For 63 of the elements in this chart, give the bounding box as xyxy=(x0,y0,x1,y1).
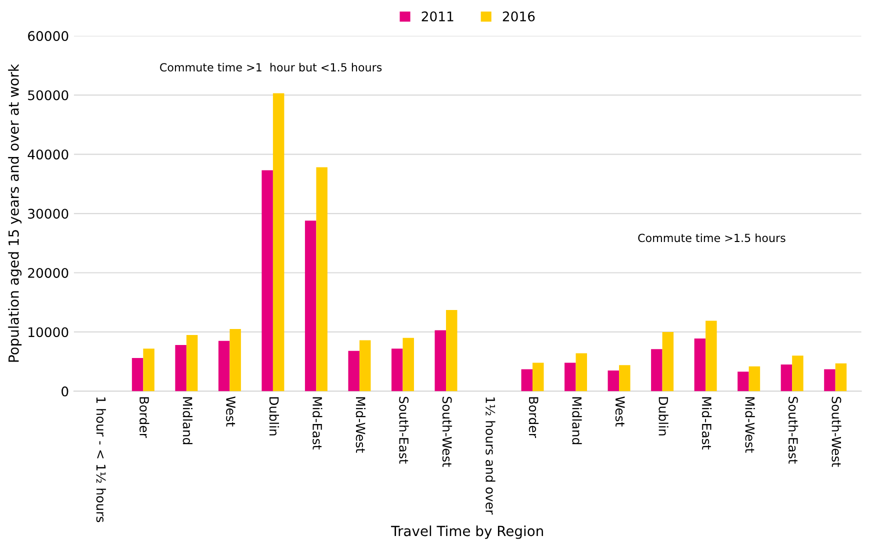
x-tick-label: West xyxy=(226,396,236,426)
bar xyxy=(824,369,836,392)
bar xyxy=(175,345,186,392)
x-tick-label: South-West xyxy=(832,396,842,467)
bar xyxy=(304,220,316,392)
x-tick-label: 1½ hours and over xyxy=(486,397,496,515)
bar xyxy=(608,370,620,392)
x-axis-title: Travel Time by Region xyxy=(391,525,543,539)
bar xyxy=(348,350,360,392)
bar xyxy=(662,332,674,392)
bar xyxy=(792,356,804,392)
bar xyxy=(143,348,154,392)
x-tick-label: South-East xyxy=(399,396,409,464)
y-axis-title: Population aged 15 years and over at work xyxy=(8,64,22,362)
bar xyxy=(132,358,144,392)
bar xyxy=(186,334,198,392)
bar xyxy=(651,349,662,392)
bar xyxy=(532,362,544,392)
bar xyxy=(262,170,273,392)
y-tick-label: 0 xyxy=(62,386,68,396)
bar xyxy=(694,338,706,392)
bar xyxy=(316,167,328,392)
bar xyxy=(218,340,230,392)
annotation: Commute time >1 hour but <1.5 hours xyxy=(160,62,382,72)
bar xyxy=(391,348,403,392)
bar xyxy=(835,363,847,392)
x-tick-label: South-East xyxy=(788,396,798,464)
y-tick-label: 10000 xyxy=(28,327,68,338)
x-tick-label: Border xyxy=(140,397,150,438)
x-tick-label: Dublin xyxy=(269,397,279,436)
x-tick-label: South-West xyxy=(442,396,452,467)
bar xyxy=(738,372,749,392)
bar xyxy=(446,310,458,392)
x-tick-label: Midland xyxy=(182,397,192,444)
legend-label: 2016 xyxy=(502,11,535,22)
x-tick-label: West xyxy=(615,396,625,426)
legend-label: 2011 xyxy=(422,11,454,22)
bar xyxy=(564,362,576,392)
bar xyxy=(521,369,533,392)
y-tick-label: 30000 xyxy=(28,208,68,219)
y-tick-label: 50000 xyxy=(28,90,68,100)
x-tick-label: Mid-East xyxy=(702,397,712,450)
x-tick-label: Border xyxy=(528,397,539,438)
x-tick-label: Dublin xyxy=(658,397,668,436)
bar xyxy=(272,93,284,392)
bar xyxy=(619,365,630,392)
y-tick-label: 60000 xyxy=(28,31,68,42)
bar xyxy=(359,340,371,392)
bar xyxy=(748,366,760,392)
bar xyxy=(402,338,414,392)
x-tick-label: Mid-West xyxy=(356,397,366,453)
bar xyxy=(434,330,446,392)
x-tick-label: Midland xyxy=(572,397,582,444)
x-tick-label: Mid-East xyxy=(312,397,322,450)
y-tick-label: 20000 xyxy=(28,268,68,278)
annotation: Commute time >1.5 hours xyxy=(638,234,786,242)
bar xyxy=(230,329,241,392)
x-tick-label: 1 hour - < 1½ hours xyxy=(96,397,106,522)
bar xyxy=(576,353,588,392)
x-tick-label: Mid-West xyxy=(745,397,755,453)
y-tick-label: 40000 xyxy=(28,150,68,160)
bar xyxy=(780,364,792,392)
bar xyxy=(706,320,717,392)
